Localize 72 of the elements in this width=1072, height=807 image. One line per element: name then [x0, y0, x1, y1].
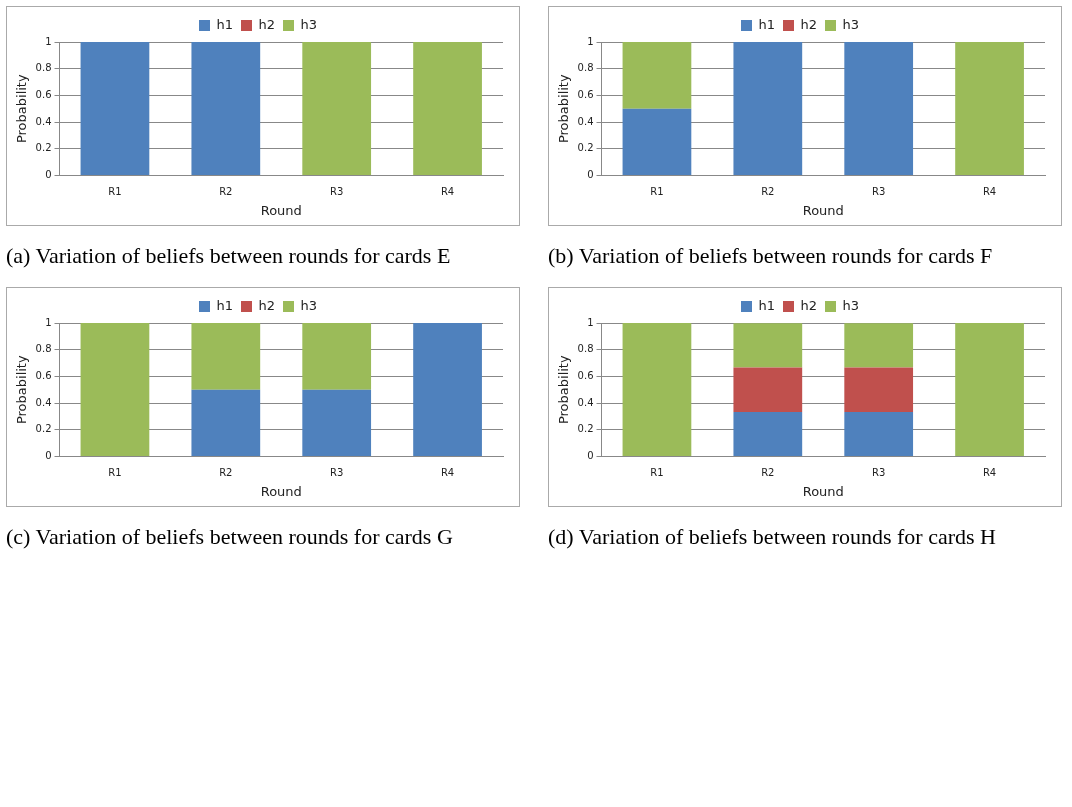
x-axis-title: Round — [802, 483, 844, 499]
x-tick-label: R1 — [108, 185, 122, 197]
y-tick-label: 0 — [45, 168, 52, 180]
y-axis-title: Probability — [14, 355, 30, 425]
legend-label: h2 — [258, 297, 276, 313]
x-tick-label: R4 — [440, 185, 455, 197]
bar — [844, 323, 914, 368]
x-tick-label: R4 — [982, 466, 997, 478]
y-tick-label: 1 — [45, 316, 52, 328]
y-tick-label: 1 — [587, 316, 594, 328]
x-tick-label: R1 — [650, 466, 664, 478]
legend-label: h1 — [216, 297, 233, 313]
text: (b) Variation of beliefs between rounds for cards F — [548, 242, 994, 269]
y-axis-title: Probability — [556, 74, 572, 144]
y-tick-label: 0.2 — [35, 423, 52, 435]
y-axis-title: Probability — [14, 74, 30, 144]
x-tick-label: R3 — [330, 466, 344, 478]
y-tick-label: 0 — [45, 449, 52, 461]
bar — [733, 323, 803, 368]
legend-label: h1 — [216, 16, 233, 32]
y-axis-title: Probability — [556, 355, 572, 425]
legend-label: h3 — [842, 16, 860, 32]
text: (c) Variation of beliefs between rounds for cards G — [6, 523, 454, 550]
y-tick-label: 1 — [587, 35, 594, 47]
text: (d) Variation of beliefs between rounds for cards H — [548, 523, 997, 550]
x-tick-label: R1 — [650, 185, 664, 197]
x-tick-label: R3 — [330, 185, 344, 197]
y-tick-label: 0 — [587, 449, 594, 461]
x-tick-label: R2 — [761, 185, 775, 197]
bar — [622, 323, 692, 456]
y-tick-label: 0.8 — [35, 62, 52, 74]
y-tick-label: 0.2 — [577, 423, 594, 435]
x-tick-label: R4 — [982, 185, 997, 197]
legend-label: h1 — [758, 297, 775, 313]
y-tick-label: 0.6 — [577, 88, 594, 100]
legend-label: h3 — [300, 297, 318, 313]
x-axis-title: Round — [260, 202, 302, 218]
legend-label: h2 — [800, 297, 818, 313]
legend-label: h2 — [258, 16, 276, 32]
bar — [844, 367, 914, 412]
bar — [955, 323, 1024, 456]
x-tick-label: R3 — [872, 466, 886, 478]
y-tick-label: 0.6 — [35, 369, 52, 381]
x-tick-label: R2 — [761, 466, 775, 478]
bar — [733, 411, 803, 456]
x-tick-label: R3 — [872, 185, 886, 197]
x-tick-label: R2 — [219, 185, 233, 197]
y-tick-label: 0.4 — [577, 115, 594, 127]
y-tick-label: 0.6 — [577, 369, 594, 381]
y-tick-label: 0.4 — [577, 396, 594, 408]
x-axis-title: Round — [802, 202, 844, 218]
bar — [733, 367, 803, 412]
y-tick-label: 0.2 — [35, 142, 52, 154]
y-tick-label: 0.8 — [577, 62, 594, 74]
text: (a) Variation of beliefs between rounds for cards E — [6, 242, 452, 269]
legend-label: h1 — [758, 16, 775, 32]
y-tick-label: 1 — [45, 35, 52, 47]
legend-label: h3 — [842, 297, 860, 313]
y-tick-label: 0.2 — [577, 142, 594, 154]
x-tick-label: R1 — [108, 466, 122, 478]
y-tick-label: 0.8 — [35, 343, 52, 355]
x-tick-label: R4 — [440, 466, 455, 478]
x-tick-label: R2 — [219, 466, 233, 478]
y-tick-label: 0 — [587, 168, 594, 180]
legend-label: h3 — [300, 16, 318, 32]
bar — [844, 411, 914, 456]
y-tick-label: 0.6 — [35, 88, 52, 100]
legend-label: h2 — [800, 16, 818, 32]
y-tick-label: 0.8 — [577, 343, 594, 355]
y-tick-label: 0.4 — [35, 115, 52, 127]
y-tick-label: 0.4 — [35, 396, 52, 408]
x-axis-title: Round — [260, 483, 302, 499]
